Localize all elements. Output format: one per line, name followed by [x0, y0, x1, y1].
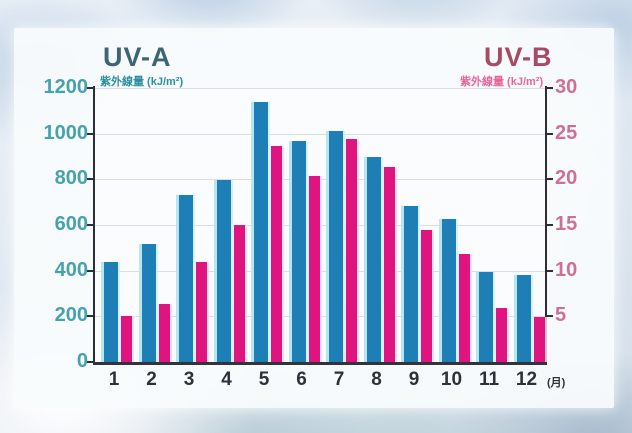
x-axis-month-label: 3: [183, 369, 195, 390]
x-axis-month-label: 5: [258, 369, 270, 390]
x-axis-month-label: 7: [333, 369, 345, 390]
gridline: [95, 316, 545, 318]
uva-bar: [329, 131, 343, 362]
right-axis-tickmark: [547, 132, 553, 135]
uva-bar: [179, 195, 193, 362]
right-y-axis-line: [545, 86, 547, 364]
left-y-tick-label: 800: [54, 167, 88, 190]
x-axis-month-label: 2: [146, 369, 157, 390]
uva-bar: [366, 156, 381, 362]
x-axis-month-label: 6: [296, 369, 307, 390]
x-axis-month-label: 11: [478, 369, 500, 390]
uva-bar: [479, 271, 493, 362]
plot-area: [87, 86, 553, 365]
right-axis-tickmark: [547, 224, 553, 226]
left-axis-tickmark: [87, 132, 93, 135]
left-y-tick-label: 400: [54, 258, 88, 281]
left-axis-tickmark: [87, 315, 93, 318]
uva-bar: [404, 205, 418, 362]
right-axis-tickmark: [547, 178, 553, 181]
x-axis-unit-suffix: (月): [547, 377, 566, 389]
left-axis-tickmark: [87, 269, 93, 272]
gridline: [95, 88, 545, 89]
uva-axis-label: 紫外線量 (kJ/m²): [100, 76, 184, 88]
left-axis-tickmark: [87, 178, 93, 181]
right-axis-tickmark: [547, 315, 553, 318]
right-y-tick-label: 10: [555, 258, 578, 281]
x-axis-month-label: 10: [440, 369, 463, 390]
uvb-bar: [533, 317, 545, 362]
uvb-bar: [271, 146, 282, 362]
right-y-tick-label: 5: [555, 304, 567, 327]
uvb-bar: [196, 261, 207, 362]
left-y-tick-label: 600: [54, 213, 88, 235]
uvb-axis-label: 紫外線量 (kJ/m²): [460, 76, 544, 88]
x-axis-month-label: 1: [108, 369, 120, 390]
uva-bar: [104, 261, 118, 362]
left-axis-tickmark: [87, 87, 93, 89]
uva-series-title: UV-A: [103, 42, 172, 72]
left-y-tick-label: 200: [54, 304, 88, 327]
chart-panel: UV-A 紫外線量 (kJ/m²) UV-B 紫外線量 (kJ/m²) 1200…: [14, 28, 614, 408]
uvb-bar: [121, 316, 132, 362]
right-y-tick-label: 25: [555, 121, 578, 144]
uvb-bar: [233, 225, 245, 362]
uvb-bar: [383, 167, 395, 362]
uvb-bar: [421, 230, 432, 362]
x-axis-month-label: 12: [515, 369, 538, 390]
left-y-tick-label: 1000: [43, 121, 89, 144]
left-y-axis-line: [93, 86, 95, 364]
uva-bar: [516, 275, 531, 362]
uvb-bar: [458, 254, 470, 362]
right-y-tick-label: 20: [555, 167, 578, 190]
uvb-bar: [496, 308, 507, 362]
uva-bar: [141, 244, 156, 362]
uva-bar: [441, 219, 456, 362]
right-y-tick-label: 30: [555, 76, 578, 98]
uvb-bar: [158, 303, 170, 362]
gridline: [95, 179, 545, 181]
right-axis-tickmark: [547, 269, 553, 272]
gridline: [95, 225, 545, 226]
uvb-series-title: UV-B: [484, 42, 553, 72]
left-y-tick-label: 1200: [43, 76, 89, 98]
gridline: [95, 133, 545, 135]
left-axis-tickmark: [87, 224, 93, 226]
uva-bar: [291, 140, 306, 362]
uva-bar: [216, 180, 231, 362]
uvb-bar: [346, 139, 357, 362]
left-y-tick-label: 0: [76, 350, 88, 372]
x-axis-month-label: 4: [221, 369, 232, 390]
x-axis-month-label: 8: [371, 369, 382, 390]
uva-bar: [254, 101, 268, 362]
gridline: [95, 270, 545, 272]
x-axis-month-label: 9: [408, 369, 420, 390]
right-axis-tickmark: [547, 87, 553, 89]
uvb-bar: [308, 175, 320, 362]
left-axis-tickmark: [87, 361, 93, 363]
x-axis-line: [93, 362, 547, 365]
right-y-tick-label: 15: [555, 213, 578, 235]
